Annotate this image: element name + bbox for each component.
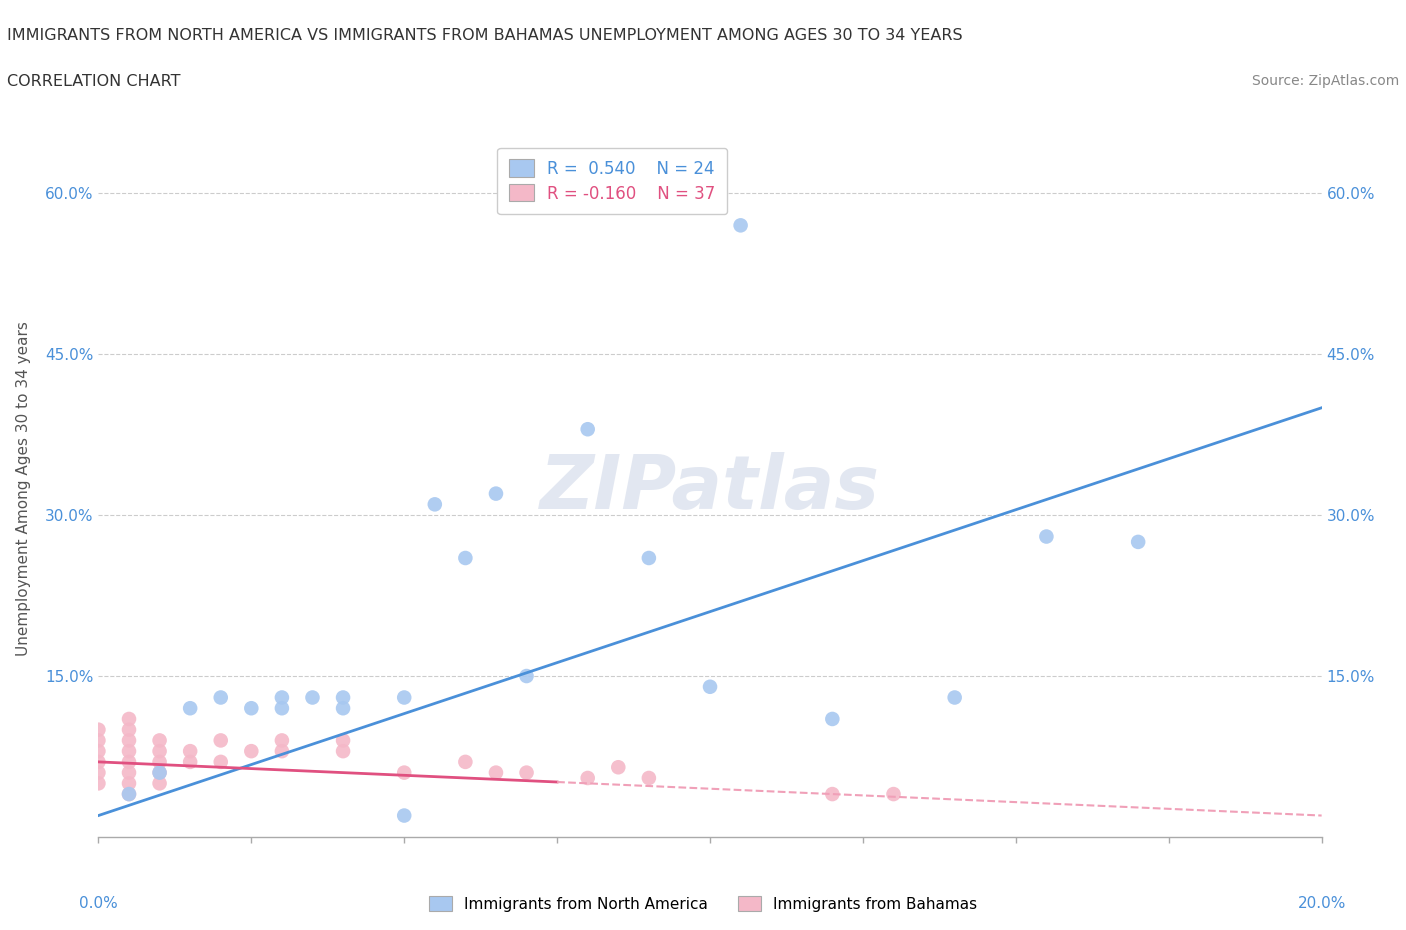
Point (332, 733, 354, 748)
Point (516, 669, 538, 684)
Point (699, 679, 721, 694)
Point (87, 733, 110, 748)
Point (149, 776, 172, 790)
Point (270, 733, 292, 748)
Point (637, 551, 661, 565)
Point (118, 733, 141, 748)
Y-axis label: Unemployment Among Ages 30 to 34 years: Unemployment Among Ages 30 to 34 years (17, 321, 31, 656)
Point (118, 787, 141, 802)
Text: Source: ZipAtlas.com: Source: ZipAtlas.com (1251, 74, 1399, 88)
Point (332, 701, 354, 716)
Point (516, 765, 538, 780)
Point (240, 701, 263, 716)
Point (179, 744, 201, 759)
Point (392, 808, 416, 823)
Point (392, 690, 416, 705)
Point (87, 754, 110, 769)
Point (118, 754, 141, 769)
Point (118, 711, 141, 726)
Point (149, 733, 172, 748)
Point (179, 701, 201, 716)
Point (149, 744, 172, 759)
Legend: Immigrants from North America, Immigrants from Bahamas: Immigrants from North America, Immigrant… (422, 889, 984, 918)
Point (87, 765, 110, 780)
Point (270, 701, 292, 716)
Point (149, 765, 172, 780)
Point (1128, 535, 1150, 550)
Point (332, 690, 354, 705)
Point (118, 787, 141, 802)
Text: ZIPatlas: ZIPatlas (540, 452, 880, 525)
Point (821, 711, 844, 726)
Point (87, 776, 110, 790)
Point (607, 760, 630, 775)
Point (576, 771, 599, 786)
Point (118, 776, 141, 790)
Point (301, 690, 323, 705)
Point (485, 486, 508, 501)
Point (943, 690, 966, 705)
Point (209, 690, 232, 705)
Point (118, 765, 141, 780)
Point (270, 690, 292, 705)
Point (270, 744, 292, 759)
Point (423, 497, 446, 512)
Point (118, 723, 141, 737)
Point (730, 218, 752, 232)
Point (118, 744, 141, 759)
Text: IMMIGRANTS FROM NORTH AMERICA VS IMMIGRANTS FROM BAHAMAS UNEMPLOYMENT AMONG AGES: IMMIGRANTS FROM NORTH AMERICA VS IMMIGRA… (7, 28, 963, 43)
Point (454, 551, 477, 565)
Point (209, 754, 232, 769)
Point (149, 754, 172, 769)
Point (149, 765, 172, 780)
Point (179, 754, 201, 769)
Point (485, 765, 508, 780)
Point (209, 733, 232, 748)
Point (1035, 529, 1057, 544)
Point (883, 787, 905, 802)
Point (454, 754, 477, 769)
Point (87, 744, 110, 759)
Text: 20.0%: 20.0% (1298, 896, 1346, 911)
Point (87, 723, 110, 737)
Legend: R =  0.540    N = 24, R = -0.160    N = 37: R = 0.540 N = 24, R = -0.160 N = 37 (498, 148, 727, 214)
Point (332, 744, 354, 759)
Point (576, 422, 599, 437)
Point (821, 787, 844, 802)
Text: CORRELATION CHART: CORRELATION CHART (7, 74, 180, 89)
Text: 0.0%: 0.0% (79, 896, 118, 911)
Point (392, 765, 416, 780)
Point (637, 771, 661, 786)
Point (240, 744, 263, 759)
